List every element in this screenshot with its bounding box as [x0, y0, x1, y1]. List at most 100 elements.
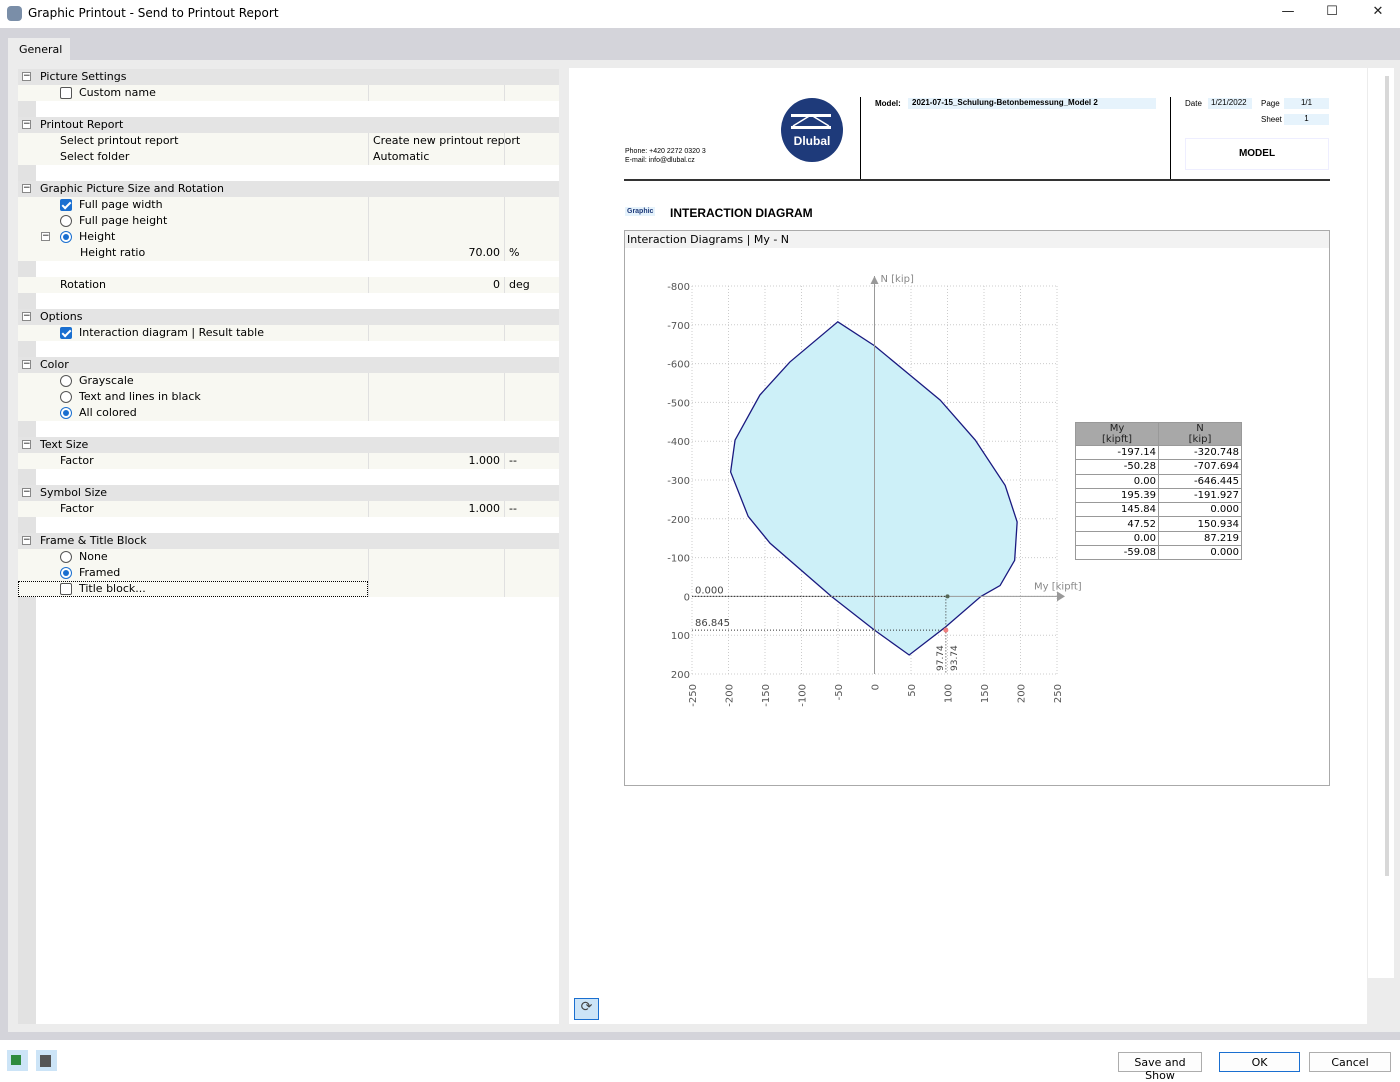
setting-unit [504, 197, 559, 213]
setting-label: Framed [79, 566, 121, 579]
setting-label: Custom name [79, 86, 156, 99]
y-tick-label: 0 [684, 592, 690, 603]
table-cell: 0.000 [1158, 545, 1242, 561]
radio-button[interactable] [60, 567, 72, 579]
settings-row[interactable]: Height ratio 70.00% [18, 245, 559, 261]
collapse-icon[interactable]: − [22, 359, 31, 369]
settings-group[interactable]: − Graphic Picture Size and Rotation [18, 181, 559, 197]
setting-value[interactable] [368, 213, 504, 229]
group-label: Options [40, 310, 83, 323]
minimize-button[interactable]: — [1281, 4, 1295, 19]
checkbox[interactable] [60, 583, 72, 595]
collapse-icon[interactable]: − [22, 119, 31, 129]
settings-row[interactable]: Select folder Automatic [18, 149, 559, 165]
settings-group[interactable]: − Symbol Size [18, 485, 559, 501]
setting-value[interactable]: 0 [368, 277, 504, 293]
settings-row[interactable]: Custom name [18, 85, 559, 101]
setting-value[interactable] [368, 229, 504, 245]
settings-row[interactable]: Grayscale [18, 373, 559, 389]
setting-label: Full page width [79, 198, 163, 211]
settings-row[interactable]: Rotation 0 deg [18, 277, 559, 293]
settings-row[interactable]: Text and lines in black [18, 389, 559, 405]
settings-group[interactable]: − Color [18, 357, 559, 373]
save-and-show-button[interactable]: Save and Show [1118, 1052, 1202, 1082]
x-tick-label: 100 [944, 684, 955, 703]
zero-point-marker [945, 594, 950, 599]
collapse-icon[interactable]: − [22, 183, 31, 193]
settings-group[interactable]: − Text Size [18, 437, 559, 453]
settings-row[interactable]: Full page height [18, 213, 559, 229]
settings-group[interactable]: − Frame & Title Block [18, 533, 559, 549]
checkbox[interactable] [60, 199, 72, 211]
settings-row[interactable]: Title block... [18, 581, 559, 597]
settings-group[interactable]: − Options [18, 309, 559, 325]
divider [860, 97, 861, 180]
radio-button[interactable] [60, 231, 72, 243]
print-export-button[interactable] [7, 1050, 28, 1071]
preview-scrollbar[interactable] [1368, 68, 1394, 978]
setting-value[interactable] [368, 581, 504, 597]
checkbox[interactable] [60, 87, 72, 99]
collapse-icon[interactable]: − [22, 311, 31, 321]
save-settings-button[interactable] [36, 1050, 57, 1071]
collapse-icon[interactable]: − [22, 71, 31, 81]
setting-value[interactable]: 1.000 [368, 501, 504, 517]
setting-value[interactable] [368, 549, 504, 565]
setting-value[interactable] [368, 373, 504, 389]
settings-row[interactable]: Factor 1.000 -- [18, 501, 559, 517]
setting-value[interactable] [368, 197, 504, 213]
settings-row[interactable]: Factor 1.000 -- [18, 453, 559, 469]
cancel-button[interactable]: Cancel [1309, 1052, 1391, 1072]
setting-unit [504, 133, 559, 149]
block-title: MODEL [1185, 138, 1329, 170]
table-row: 47.52 150.934 [1075, 516, 1242, 532]
maximize-button[interactable]: ☐ [1326, 4, 1338, 19]
x-tick-label: -100 [798, 684, 809, 707]
radio-button[interactable] [60, 407, 72, 419]
settings-row[interactable]: − Height [18, 229, 559, 245]
radio-button[interactable] [60, 215, 72, 227]
settings-row[interactable]: Select printout report Create new printou… [18, 133, 559, 149]
tab-general[interactable]: General [8, 38, 70, 60]
ok-button[interactable]: OK [1219, 1052, 1300, 1072]
checkbox[interactable] [60, 327, 72, 339]
setting-value[interactable] [368, 325, 504, 341]
settings-row[interactable]: None [18, 549, 559, 565]
settings-row[interactable]: Interaction diagram | Result table [18, 325, 559, 341]
setting-value[interactable] [368, 405, 504, 421]
setting-value[interactable]: Automatic [368, 149, 504, 165]
setting-label: Rotation [60, 278, 107, 291]
settings-row[interactable]: Full page width [18, 197, 559, 213]
setting-label: Grayscale [79, 374, 134, 387]
radio-button[interactable] [60, 551, 72, 563]
model-label: Model: [875, 99, 901, 108]
logo-text: Dlubal [793, 134, 831, 148]
setting-value[interactable] [368, 565, 504, 581]
refresh-button[interactable]: ⟳ [574, 998, 599, 1020]
setting-value[interactable] [368, 85, 504, 101]
x-tick-label: -200 [725, 684, 736, 707]
settings-row[interactable]: All colored [18, 405, 559, 421]
settings-row[interactable]: Framed [18, 565, 559, 581]
radio-button[interactable] [60, 375, 72, 387]
setting-value[interactable] [368, 389, 504, 405]
collapse-icon[interactable]: − [22, 439, 31, 449]
close-button[interactable]: ✕ [1372, 4, 1384, 19]
collapse-icon[interactable]: − [22, 535, 31, 545]
collapse-icon[interactable]: − [22, 487, 31, 497]
setting-value[interactable]: 1.000 [368, 453, 504, 469]
radio-button[interactable] [60, 391, 72, 403]
settings-group[interactable]: − Picture Settings [18, 69, 559, 85]
model-value: 2021-07-15_Schulung-Betonbemessung_Model… [908, 98, 1156, 109]
table-cell: 0.000 [1158, 502, 1242, 518]
setting-value[interactable]: Create new printout report [368, 133, 520, 149]
annotation-label: 97.74 [936, 645, 946, 671]
y-tick-label: -800 [667, 282, 690, 293]
setting-value[interactable]: 70.00 [368, 245, 504, 261]
y-tick-label: -400 [667, 437, 690, 448]
collapse-icon[interactable]: − [41, 231, 50, 241]
settings-group[interactable]: − Printout Report [18, 117, 559, 133]
scrollbar-thumb[interactable] [1385, 76, 1389, 876]
group-label: Graphic Picture Size and Rotation [40, 182, 224, 195]
y-tick-label: 200 [671, 670, 690, 681]
